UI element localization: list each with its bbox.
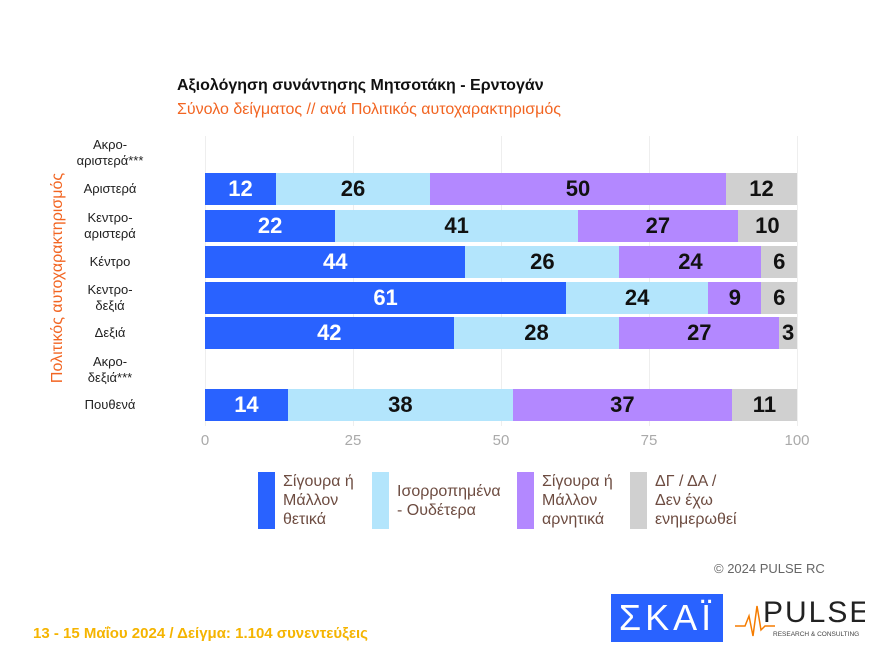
x-tick-label: 25: [344, 432, 362, 449]
category-label: Αριστερά: [83, 181, 137, 196]
legend-swatch: [258, 472, 275, 529]
gridline: [353, 136, 354, 426]
category-label: Ακρο-αριστερά***: [76, 137, 144, 168]
skai-logo: ΣΚΑΪ: [611, 594, 723, 642]
footer-note: 13 - 15 Μαΐου 2024 / Δείγμα: 1.104 συνεν…: [33, 625, 368, 642]
bar-segment-2: 41: [335, 210, 578, 242]
legend-label: Σίγουρα ή Μάλλον θετικά: [283, 473, 354, 528]
bar-segment-4: 6: [761, 246, 797, 278]
gridline: [649, 136, 650, 426]
legend-item: Σίγουρα ή Μάλλον αρνητικά: [517, 472, 613, 529]
gridline: [205, 136, 206, 426]
x-tick-label: 75: [640, 432, 658, 449]
bar-segment-2: 26: [465, 246, 620, 278]
legend-swatch: [517, 472, 534, 529]
category-label: Ακρο-δεξιά***: [87, 354, 133, 385]
bar-segment-1: 22: [205, 210, 336, 242]
pulse-logo: PULSE RESEARCH & CONSULTING: [735, 596, 865, 638]
bar-segment-4: 10: [737, 210, 797, 242]
svg-text:RESEARCH & CONSULTING: RESEARCH & CONSULTING: [773, 631, 859, 638]
bar-segment-2: 28: [453, 317, 620, 349]
bar-segment-3: 9: [708, 282, 762, 314]
copyright: © 2024 PULSE RC: [714, 561, 825, 576]
bar-segment-2: 26: [276, 173, 430, 205]
bar-segment-1: 12: [205, 173, 277, 205]
bar-segment-1: 61: [205, 282, 567, 314]
bar-segment-1: 44: [205, 246, 466, 278]
bar-segment-2: 38: [287, 389, 513, 421]
legend-label: Σίγουρα ή Μάλλον αρνητικά: [542, 473, 613, 528]
x-tick-label: 50: [492, 432, 510, 449]
svg-text:PULSE: PULSE: [763, 596, 865, 629]
category-label: Δεξιά: [94, 325, 126, 340]
bar-segment-1: 42: [205, 317, 454, 349]
gridline: [797, 136, 798, 426]
bar-segment-3: 37: [512, 389, 732, 421]
category-label: Πουθενά: [84, 397, 136, 412]
x-tick-label: 100: [784, 432, 810, 449]
bar-segment-4: 6: [761, 282, 797, 314]
bar-segment-2: 24: [566, 282, 709, 314]
bar-segment-4: 3: [779, 317, 797, 349]
legend-swatch: [372, 472, 389, 529]
bar-segment-3: 24: [619, 246, 762, 278]
x-tick-label: 0: [200, 432, 210, 449]
legend-label: ΔΓ / ΔΑ / Δεν έχω ενημερωθεί: [655, 473, 737, 528]
legend-item: ΔΓ / ΔΑ / Δεν έχω ενημερωθεί: [630, 472, 737, 529]
chart-title: Αξιολόγηση συνάντησης Μητσοτάκη - Ερντογ…: [177, 77, 544, 94]
legend-swatch: [630, 472, 647, 529]
bar-segment-4: 12: [725, 173, 797, 205]
gridline: [501, 136, 502, 426]
bar-segment-3: 27: [619, 317, 780, 349]
category-label: Κεντρο-αριστερά: [84, 210, 136, 241]
bar-segment-1: 14: [205, 389, 288, 421]
chart-subtitle: Σύνολο δείγματος // ανά Πολιτικός αυτοχα…: [177, 101, 561, 118]
legend-item: Σίγουρα ή Μάλλον θετικά: [258, 472, 354, 529]
category-label: Κεντρο-δεξιά: [87, 282, 133, 313]
bar-segment-3: 50: [429, 173, 726, 205]
bar-segment-4: 11: [731, 389, 797, 421]
y-axis-label: Πολιτικός αυτοχαρακτηρισμός: [49, 172, 66, 384]
category-label: Κέντρο: [89, 254, 131, 269]
bar-segment-3: 27: [577, 210, 738, 242]
legend-label: Ισορροπημένα - Ουδέτερα: [397, 483, 501, 519]
legend-item: Ισορροπημένα - Ουδέτερα: [372, 472, 501, 529]
